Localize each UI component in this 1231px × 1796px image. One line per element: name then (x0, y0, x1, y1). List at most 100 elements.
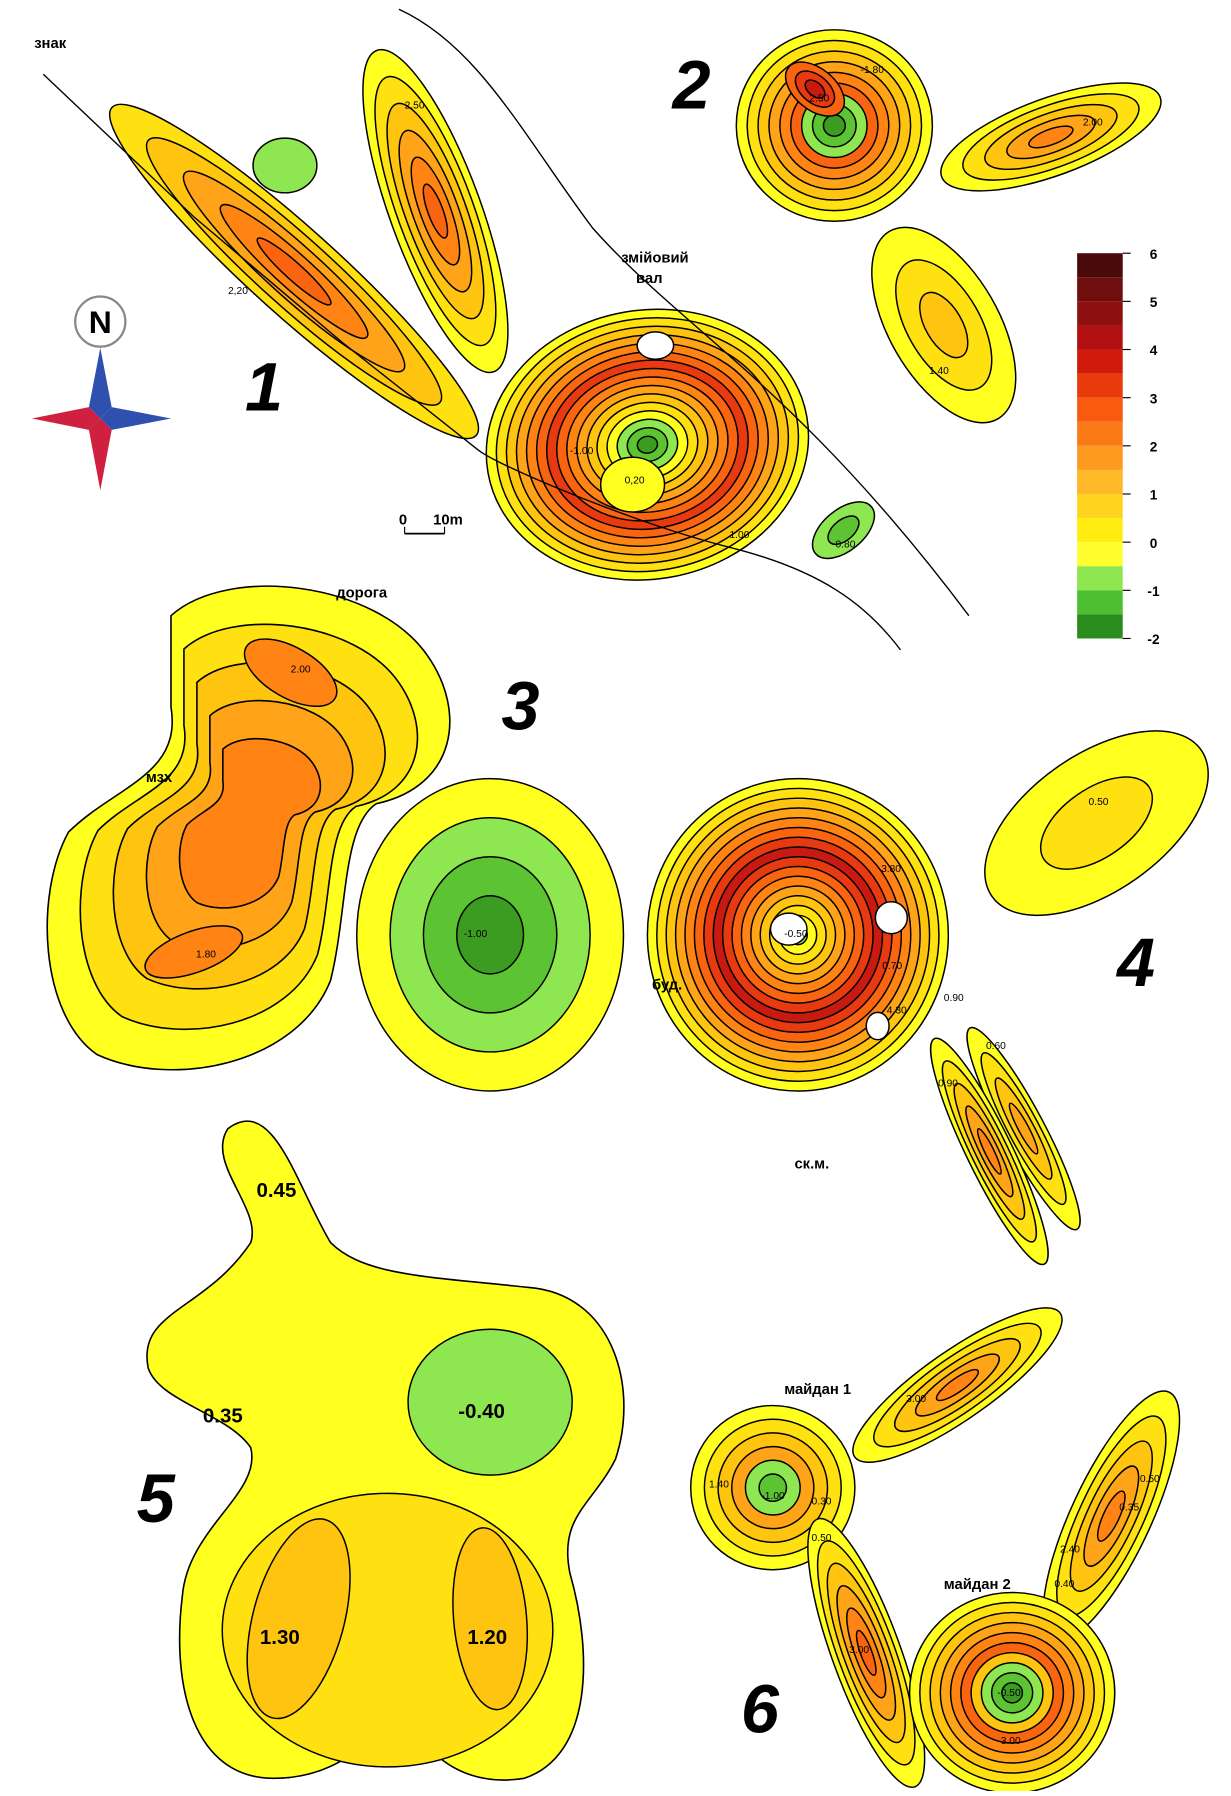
legend-swatch (1077, 445, 1123, 470)
contour-label: -0.50 (784, 929, 808, 940)
site-number: 2 (670, 47, 710, 123)
contour-label: 0.35 (1119, 1502, 1139, 1513)
contour-label: 0.40 (1054, 1579, 1074, 1590)
scale-bar: 0 10m (399, 512, 463, 535)
legend-swatch (1077, 397, 1123, 422)
contour-label: 0.35 (203, 1405, 243, 1428)
legend-swatch (1077, 373, 1123, 398)
legend-swatch (1077, 349, 1123, 374)
contour (599, 456, 666, 513)
compass: N (31, 295, 171, 491)
contour (456, 895, 525, 975)
contour-label: 1.00 (729, 530, 749, 541)
site-note: ск.м. (794, 1156, 829, 1172)
rampart-line (398, 8, 970, 617)
site-note: майдан 2 (944, 1577, 1011, 1593)
boundary-line (42, 73, 902, 651)
site-number: 4 (1115, 925, 1155, 1001)
legend-swatch (1077, 277, 1123, 302)
legend-swatch (1077, 590, 1123, 615)
contour-shapes (47, 29, 1209, 1794)
contour-label: -1.00 (761, 1491, 785, 1502)
legend-tick-label: 3 (1150, 391, 1158, 406)
contour-label: 0.90 (938, 1078, 958, 1089)
site-number: 6 (741, 1672, 780, 1748)
contour (144, 925, 244, 979)
site-number: 1 (245, 350, 283, 426)
contour-label: 1.40 (709, 1480, 729, 1491)
legend-swatch (1077, 325, 1123, 350)
legend-tick-label: 5 (1150, 295, 1158, 310)
contour-label: 2.50 (809, 94, 829, 105)
contour-label: -1.00 (570, 446, 594, 457)
contour-label: 0.30 (812, 1497, 832, 1508)
contour (919, 291, 969, 359)
site-number: 5 (137, 1461, 176, 1537)
legend-swatch (1077, 469, 1123, 495)
legend-tick-label: 4 (1150, 343, 1158, 358)
legend-tick-label: -2 (1147, 632, 1160, 647)
contour-label: 0.50 (1089, 797, 1109, 808)
legend-tick-label: -1 (1147, 584, 1160, 599)
contour (935, 1368, 980, 1402)
contour (827, 515, 860, 546)
contour-label: 3.00 (849, 1645, 869, 1656)
contour-label: 0.50 (1140, 1474, 1160, 1485)
contour (822, 114, 846, 137)
contour-label: 1.80 (196, 950, 216, 961)
contour-label: 2.00 (1083, 118, 1103, 129)
contour (1096, 1490, 1126, 1542)
legend-swatch (1077, 518, 1123, 543)
site-note: майдан 1 (784, 1382, 851, 1398)
contour-label: 2.40 (1060, 1545, 1080, 1556)
contour (855, 1629, 877, 1677)
contour-label: 2,20 (228, 286, 248, 297)
legend-swatch (1077, 614, 1123, 639)
contour-label: -0.40 (458, 1400, 505, 1423)
legend-tick-label: 6 (1150, 247, 1158, 262)
labels: 1 2 3 4 5 6 2,20 2.50 -1.00 0,20 1.00 -0.80 2.50 -1.8… (137, 47, 1160, 1747)
contour-label: -0.80 (832, 539, 856, 550)
contour-label: 0.70 (882, 961, 902, 972)
contour-label: 0.50 (812, 1533, 832, 1544)
site-number: 3 (502, 669, 540, 745)
contour (874, 901, 909, 935)
marker-label: знак (34, 36, 67, 52)
contour-label: 1.40 (929, 366, 949, 377)
contour (976, 1128, 1002, 1175)
legend-tick-label: 2 (1150, 440, 1158, 455)
contour (422, 183, 449, 239)
site-note: дорога (336, 585, 388, 601)
legend-swatch (1077, 253, 1123, 278)
legend-swatch (1077, 494, 1123, 519)
contour-label: 3.80 (881, 864, 901, 875)
legend-swatch (1077, 566, 1123, 591)
contour-label: 0.60 (986, 1041, 1006, 1052)
contour (252, 137, 318, 194)
contour-label: 1.30 (260, 1626, 300, 1649)
scale-end: 10m (433, 512, 463, 528)
contour (865, 1011, 890, 1041)
contour (1039, 776, 1154, 870)
compass-label: N (89, 304, 112, 340)
site-note: змійовий (621, 250, 688, 266)
legend-swatch (1077, 421, 1123, 446)
contour (1028, 125, 1074, 149)
legend-swatch (1077, 301, 1123, 326)
contour-label: 3.00 (1001, 1736, 1021, 1747)
contour-label: -1.80 (861, 65, 885, 76)
contour-label: -1.00 (464, 929, 488, 940)
legend: 6 5 4 3 2 1 0 -1 -2 (1077, 247, 1160, 647)
contour-label: -0.50 (997, 1688, 1021, 1699)
legend-tick-label: 0 (1150, 536, 1158, 551)
contour (636, 435, 659, 454)
contour (452, 1527, 529, 1711)
scale-start: 0 (399, 512, 407, 528)
contour-label: 2.00 (291, 665, 311, 676)
contour-label: 2.50 (405, 100, 425, 111)
contour (804, 79, 826, 99)
site-note: вал (636, 271, 663, 287)
contour (246, 1518, 351, 1720)
contour (769, 912, 808, 946)
